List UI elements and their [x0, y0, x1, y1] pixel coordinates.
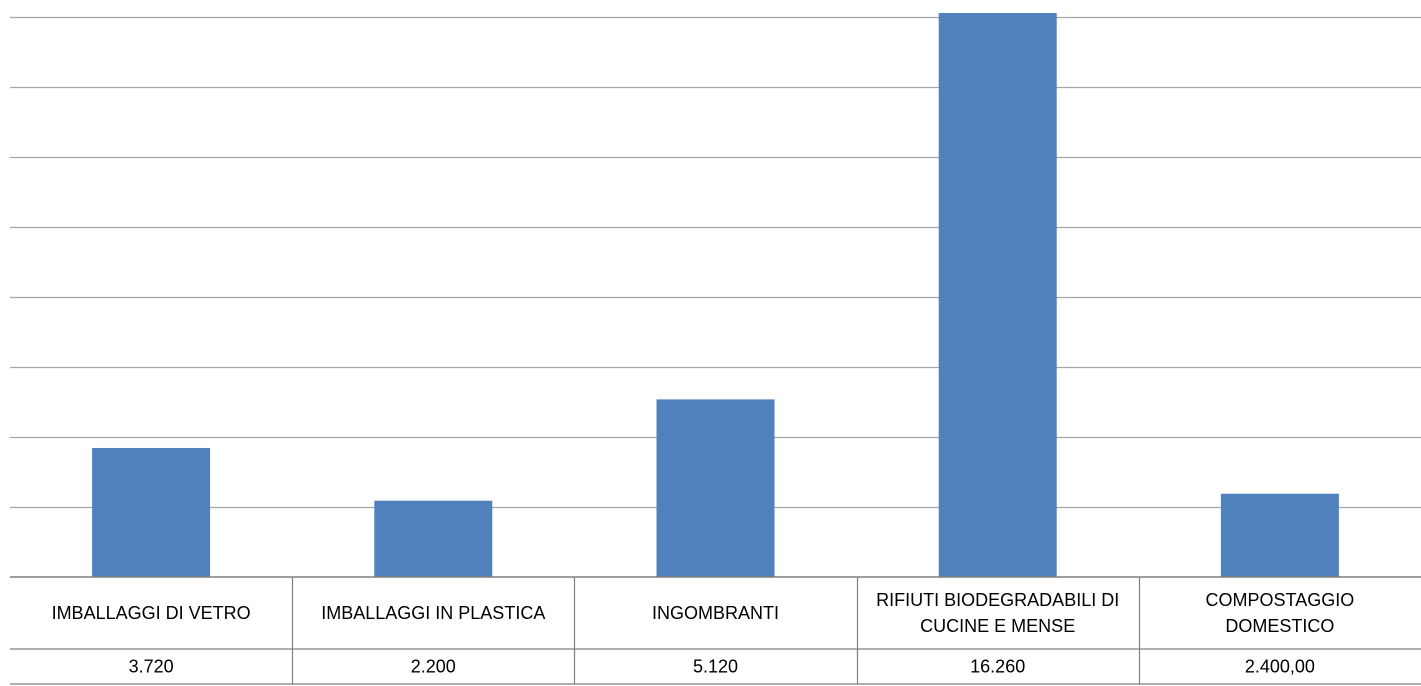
data-table: IMBALLAGGI DI VETRO IMBALLAGGI IN PLASTIC…	[10, 576, 1421, 685]
value-label-4: 2.400,00	[1245, 657, 1315, 677]
bars	[92, 13, 1339, 577]
value-label-1: 2.200	[411, 657, 456, 677]
bar-0	[92, 447, 211, 577]
bar-4	[1220, 493, 1339, 577]
category-label-3: RIFIUTI BIODEGRADABILI DI CUCINE E MENSE	[876, 590, 1119, 636]
gridlines	[10, 16, 1421, 509]
category-label-2: INGOMBRANTI	[652, 603, 779, 623]
value-label-2: 5.120	[693, 657, 738, 677]
category-label-4: COMPOSTAGGIO DOMESTICO	[1206, 590, 1355, 636]
bar-2	[656, 399, 775, 577]
bar-1	[374, 500, 493, 577]
category-label-1: IMBALLAGGI IN PLASTICA	[321, 603, 545, 623]
value-label-0: 3.720	[129, 657, 174, 677]
category-label-0: IMBALLAGGI DI VETRO	[52, 603, 251, 623]
bar-3	[938, 13, 1057, 577]
value-label-3: 16.260	[970, 657, 1025, 677]
